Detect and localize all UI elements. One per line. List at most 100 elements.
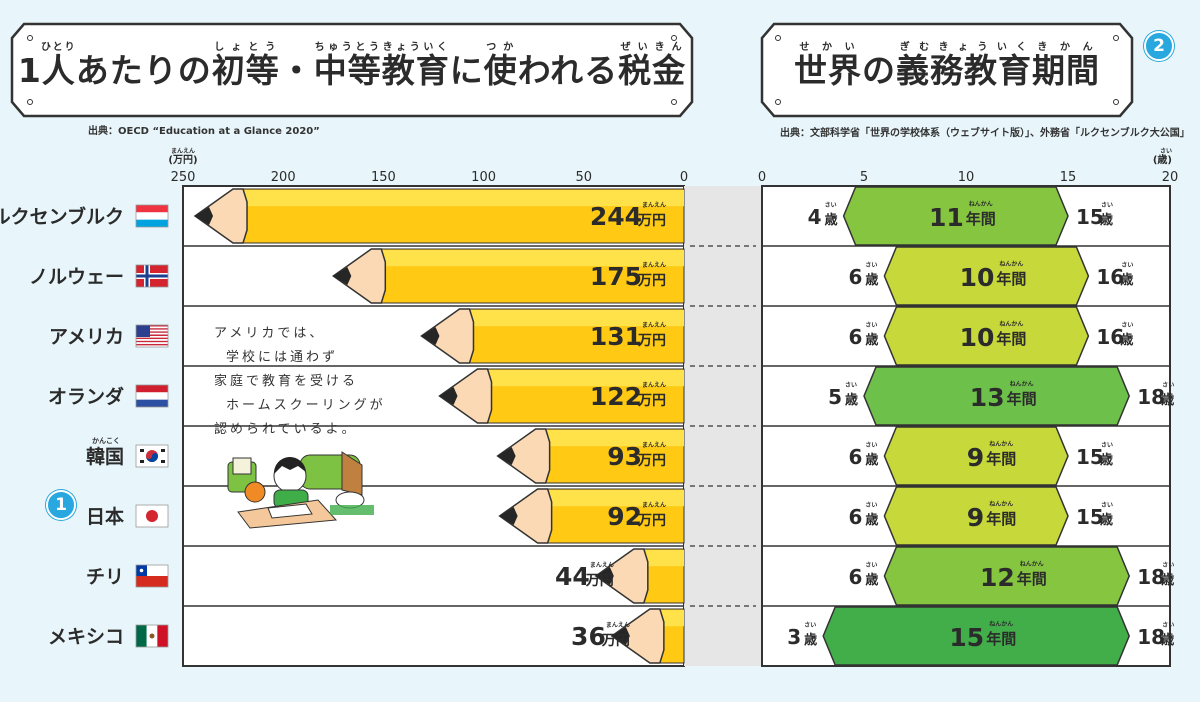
end-age-label: 18: [1137, 565, 1165, 589]
duration-unit-ruby: ねんかん: [1020, 560, 1044, 568]
right-source: 出典：文部科学省「世界の学校体系（ウェブサイト版）」、外務省「ルクセンブルク大公…: [780, 128, 1190, 139]
title-segment: 中等教育ちゅうとうきょういく: [313, 42, 450, 90]
left-axis-tick: 250: [171, 170, 196, 185]
title-segment: 使つか: [483, 42, 518, 90]
armchair-cushion: [232, 457, 252, 475]
flag-border: [135, 204, 169, 228]
duration-unit: 年間: [996, 330, 1026, 348]
duration-bar-7: [822, 606, 1131, 666]
pencil-tip: [594, 548, 649, 604]
usa-flag-icon: [135, 324, 169, 348]
flag-part: [136, 212, 168, 220]
value-label: 44: [555, 562, 590, 591]
flag-part: [136, 336, 168, 338]
age-unit-ruby: さい: [845, 382, 857, 389]
flag-part: [136, 332, 168, 335]
title-segment: 世界せかい: [794, 42, 862, 90]
korea-flag-icon: [135, 444, 169, 468]
duration-unit: 年間: [986, 510, 1016, 528]
flag-part: [136, 343, 168, 346]
left-axis-unit-ruby: まんえん: [171, 147, 195, 155]
duration-label: 9: [967, 503, 984, 532]
duration-unit: 年間: [996, 270, 1026, 288]
note-line: 認められているよ。: [214, 422, 358, 437]
end-age-label: 15: [1076, 505, 1104, 529]
section-badge-1: 1: [46, 490, 76, 520]
value-unit-ruby: まんえん: [590, 561, 614, 569]
flag-part: [136, 331, 168, 333]
duration-unit: 年間: [986, 630, 1016, 648]
flag-part: [136, 576, 168, 587]
flag-part: [136, 274, 168, 278]
note-line: ホームスクーリングが: [226, 398, 386, 413]
duration-label: 12: [980, 563, 1015, 592]
pencil-highlight: [659, 610, 684, 627]
country-label: アメリカ: [49, 326, 124, 348]
value-unit: 万円: [601, 633, 630, 649]
duration-label: 13: [970, 383, 1005, 412]
flag-part: [136, 392, 168, 400]
start-age-unit: 歳: [804, 632, 817, 648]
right-axis-unit-ruby: さい: [1160, 148, 1172, 155]
notebook: [267, 503, 313, 519]
age-unit-ruby: さい: [1101, 442, 1113, 449]
country-label-ruby: かんこく: [92, 437, 120, 445]
chile-flag-icon: [135, 564, 169, 588]
age-unit-ruby: さい: [1162, 382, 1174, 389]
pencil-tip: [498, 488, 553, 544]
value-label: 131: [590, 322, 642, 351]
pencil-lead: [497, 447, 516, 465]
flag-part: [136, 325, 168, 327]
duration-unit-ruby: ねんかん: [989, 500, 1013, 508]
duration-unit-ruby: ねんかん: [999, 260, 1023, 268]
right-axis-tick: 20: [1162, 170, 1179, 185]
flag-part: [146, 510, 158, 522]
flag-part: [136, 340, 168, 343]
start-age-label: 6: [848, 265, 862, 289]
value-label: 175: [590, 262, 642, 291]
duration-unit-ruby: ねんかん: [1010, 380, 1034, 388]
pencil-tip: [193, 188, 248, 244]
start-age-unit: 歳: [865, 512, 878, 528]
title-segment: 期間きかん: [1032, 42, 1100, 90]
pencil-lead: [595, 567, 614, 585]
flag-part: [139, 568, 144, 573]
flag-part: [136, 385, 168, 393]
value-unit: 万円: [585, 573, 614, 589]
age-unit-ruby: さい: [1101, 502, 1113, 509]
start-age-unit: 歳: [845, 392, 858, 408]
right-chart-title: 世界せかいの義務教育ぎむきょういく期間きかん: [760, 42, 1134, 92]
flag-part: [136, 329, 168, 332]
flag-border: [135, 384, 169, 408]
duration-unit: 年間: [966, 210, 996, 228]
value-unit-ruby: まんえん: [642, 441, 666, 449]
flag-part: [149, 633, 155, 639]
basketball: [244, 481, 266, 503]
title-segment: 1: [17, 51, 42, 90]
title-segment: 初等しょとう: [211, 42, 280, 90]
middle-gutter: [684, 186, 762, 666]
value-unit: 万円: [637, 393, 666, 409]
start-age-unit: 歳: [865, 572, 878, 588]
end-age-label: 15: [1076, 445, 1104, 469]
left-axis-unit: (万円): [168, 154, 197, 166]
duration-unit-ruby: ねんかん: [969, 200, 993, 208]
duration-bar-3: [863, 366, 1131, 426]
flag-border: [135, 504, 169, 528]
flag-part: [136, 565, 168, 576]
duration-bar-2: [883, 306, 1090, 366]
age-unit-ruby: さい: [1121, 322, 1133, 329]
flag-part: [136, 399, 168, 407]
right-axis-tick: 0: [758, 170, 766, 185]
note-line: 家庭で教育を受ける: [214, 374, 359, 389]
pencil-highlight: [243, 190, 685, 207]
age-unit-ruby: さい: [865, 502, 877, 509]
japan-flag-icon: [135, 504, 169, 528]
duration-label: 10: [960, 323, 995, 352]
start-age-label: 6: [848, 565, 862, 589]
duration-label: 9: [967, 443, 984, 472]
age-unit-ruby: さい: [1162, 622, 1174, 629]
value-label: 36: [571, 622, 606, 651]
age-unit-ruby: さい: [825, 202, 837, 209]
